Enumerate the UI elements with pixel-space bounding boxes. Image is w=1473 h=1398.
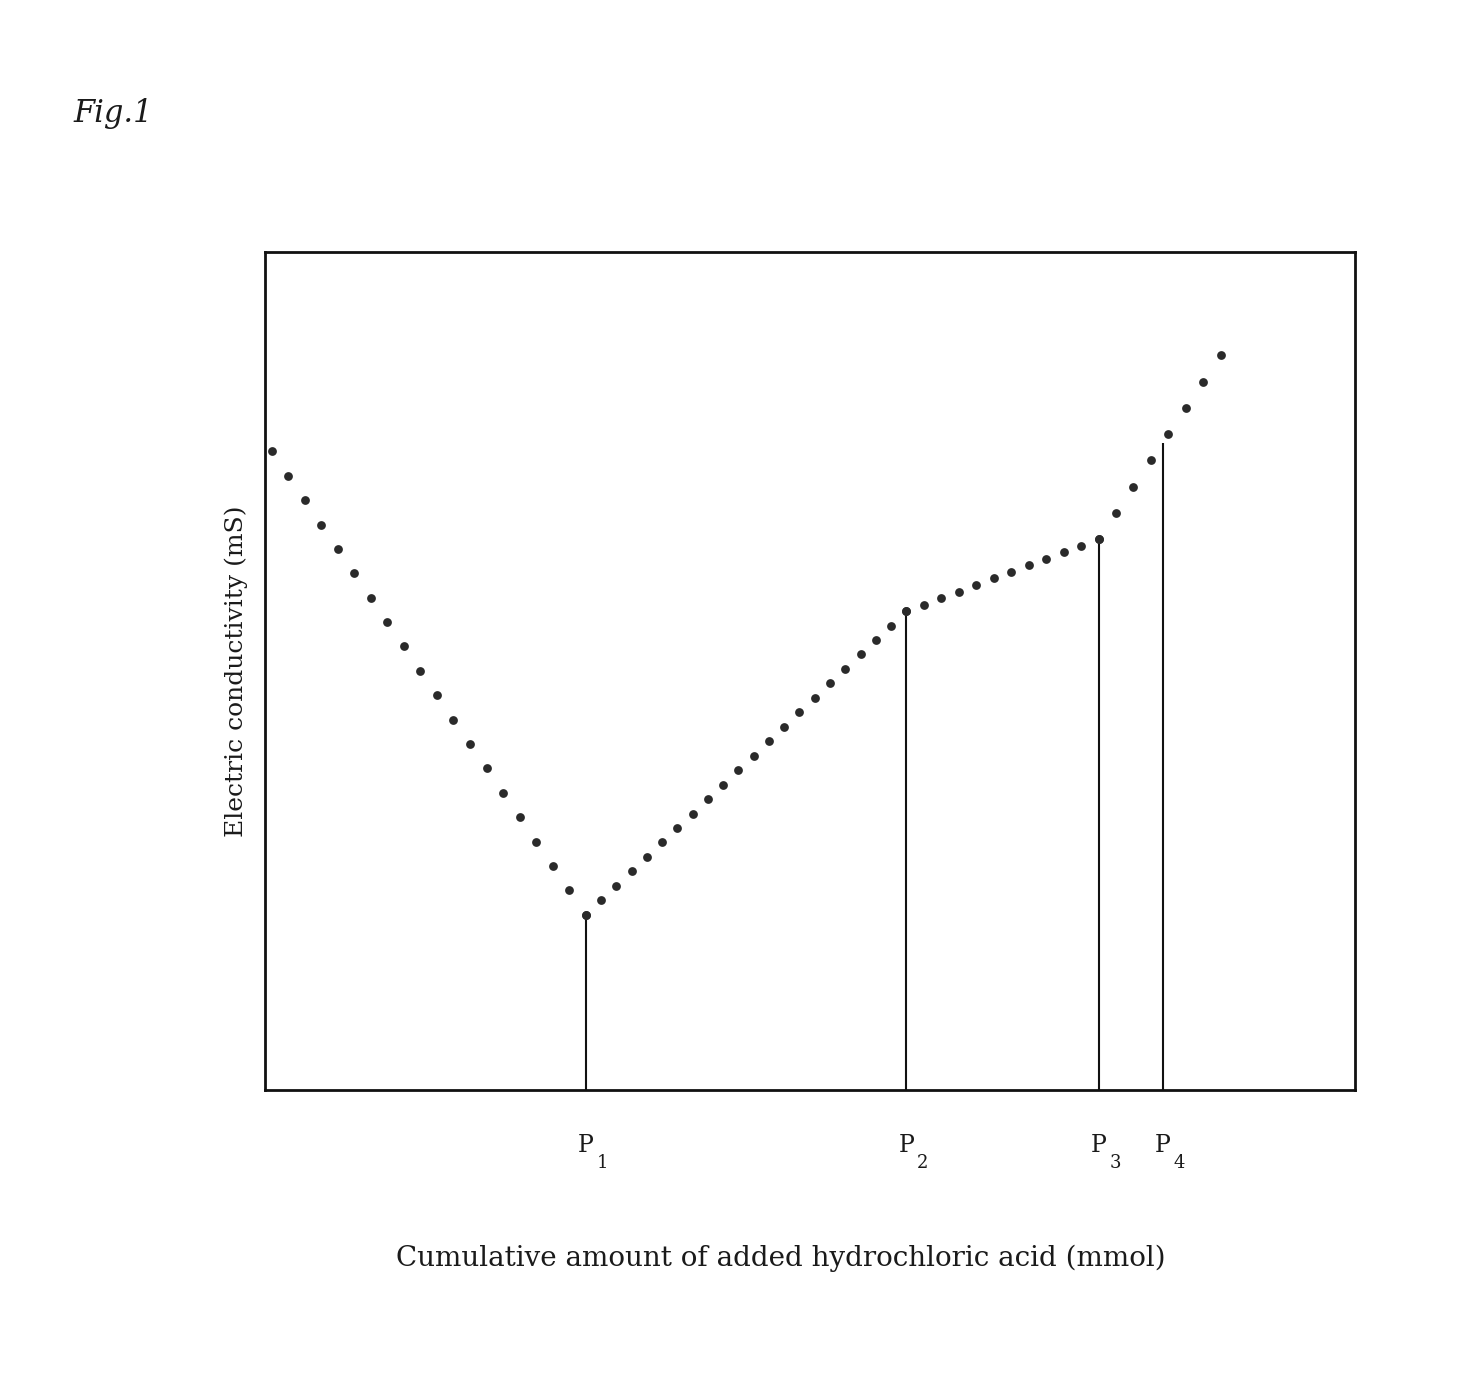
Point xyxy=(309,513,333,535)
Point xyxy=(259,440,283,463)
Point xyxy=(834,658,857,681)
Text: 3: 3 xyxy=(1109,1155,1121,1173)
Point xyxy=(1087,528,1111,551)
Point xyxy=(726,759,750,781)
Text: P: P xyxy=(899,1134,915,1158)
Point xyxy=(1122,475,1146,498)
Point xyxy=(620,860,644,882)
Point xyxy=(635,846,658,868)
Point xyxy=(1139,449,1162,471)
Point xyxy=(666,816,689,839)
Point xyxy=(408,660,432,682)
Point xyxy=(1000,561,1024,583)
Text: 4: 4 xyxy=(1174,1155,1186,1173)
Point xyxy=(458,733,482,755)
Point xyxy=(326,538,349,561)
Point xyxy=(277,464,300,487)
Text: P: P xyxy=(1155,1134,1171,1158)
Point xyxy=(1052,541,1075,563)
Point xyxy=(650,832,673,854)
Point xyxy=(1156,424,1180,446)
Point xyxy=(574,903,598,925)
Point xyxy=(894,600,918,622)
Point xyxy=(894,600,918,622)
Text: P: P xyxy=(1090,1134,1106,1158)
Point xyxy=(879,614,903,636)
Point xyxy=(1034,548,1058,570)
Point xyxy=(359,587,383,610)
Point xyxy=(803,686,826,709)
Point xyxy=(508,807,532,829)
Point xyxy=(788,702,812,724)
Point xyxy=(293,489,317,512)
Point xyxy=(1016,554,1040,576)
Point xyxy=(524,830,548,853)
Point xyxy=(965,573,988,596)
Point xyxy=(1192,370,1215,393)
Text: 2: 2 xyxy=(918,1155,928,1173)
Point xyxy=(574,903,598,925)
Point xyxy=(818,672,841,695)
Point xyxy=(1069,534,1093,556)
Point xyxy=(742,745,766,768)
Point xyxy=(342,562,365,584)
Text: Cumulative amount of added hydrochloric acid (mmol): Cumulative amount of added hydrochloric … xyxy=(396,1244,1165,1272)
Point xyxy=(442,709,465,731)
Point xyxy=(711,773,735,795)
Point xyxy=(982,568,1006,590)
Point xyxy=(929,587,953,610)
Point xyxy=(1174,397,1198,419)
Point xyxy=(681,802,704,825)
Point xyxy=(557,879,580,902)
Point xyxy=(912,593,935,615)
Text: P: P xyxy=(577,1134,594,1158)
Point xyxy=(589,889,613,911)
Point xyxy=(947,580,971,603)
Text: Fig.1: Fig.1 xyxy=(74,98,153,129)
Point xyxy=(492,781,516,804)
Y-axis label: Electric conductivity (mS): Electric conductivity (mS) xyxy=(225,505,249,837)
Point xyxy=(426,684,449,706)
Point xyxy=(604,875,627,898)
Point xyxy=(697,788,720,811)
Text: 1: 1 xyxy=(597,1155,608,1173)
Point xyxy=(772,716,795,738)
Point xyxy=(848,643,872,665)
Point xyxy=(1105,502,1128,524)
Point xyxy=(376,611,399,633)
Point xyxy=(541,854,564,877)
Point xyxy=(1209,344,1233,366)
Point xyxy=(392,635,415,657)
Point xyxy=(865,629,888,651)
Point xyxy=(1087,528,1111,551)
Point xyxy=(757,730,781,752)
Point xyxy=(474,758,498,780)
